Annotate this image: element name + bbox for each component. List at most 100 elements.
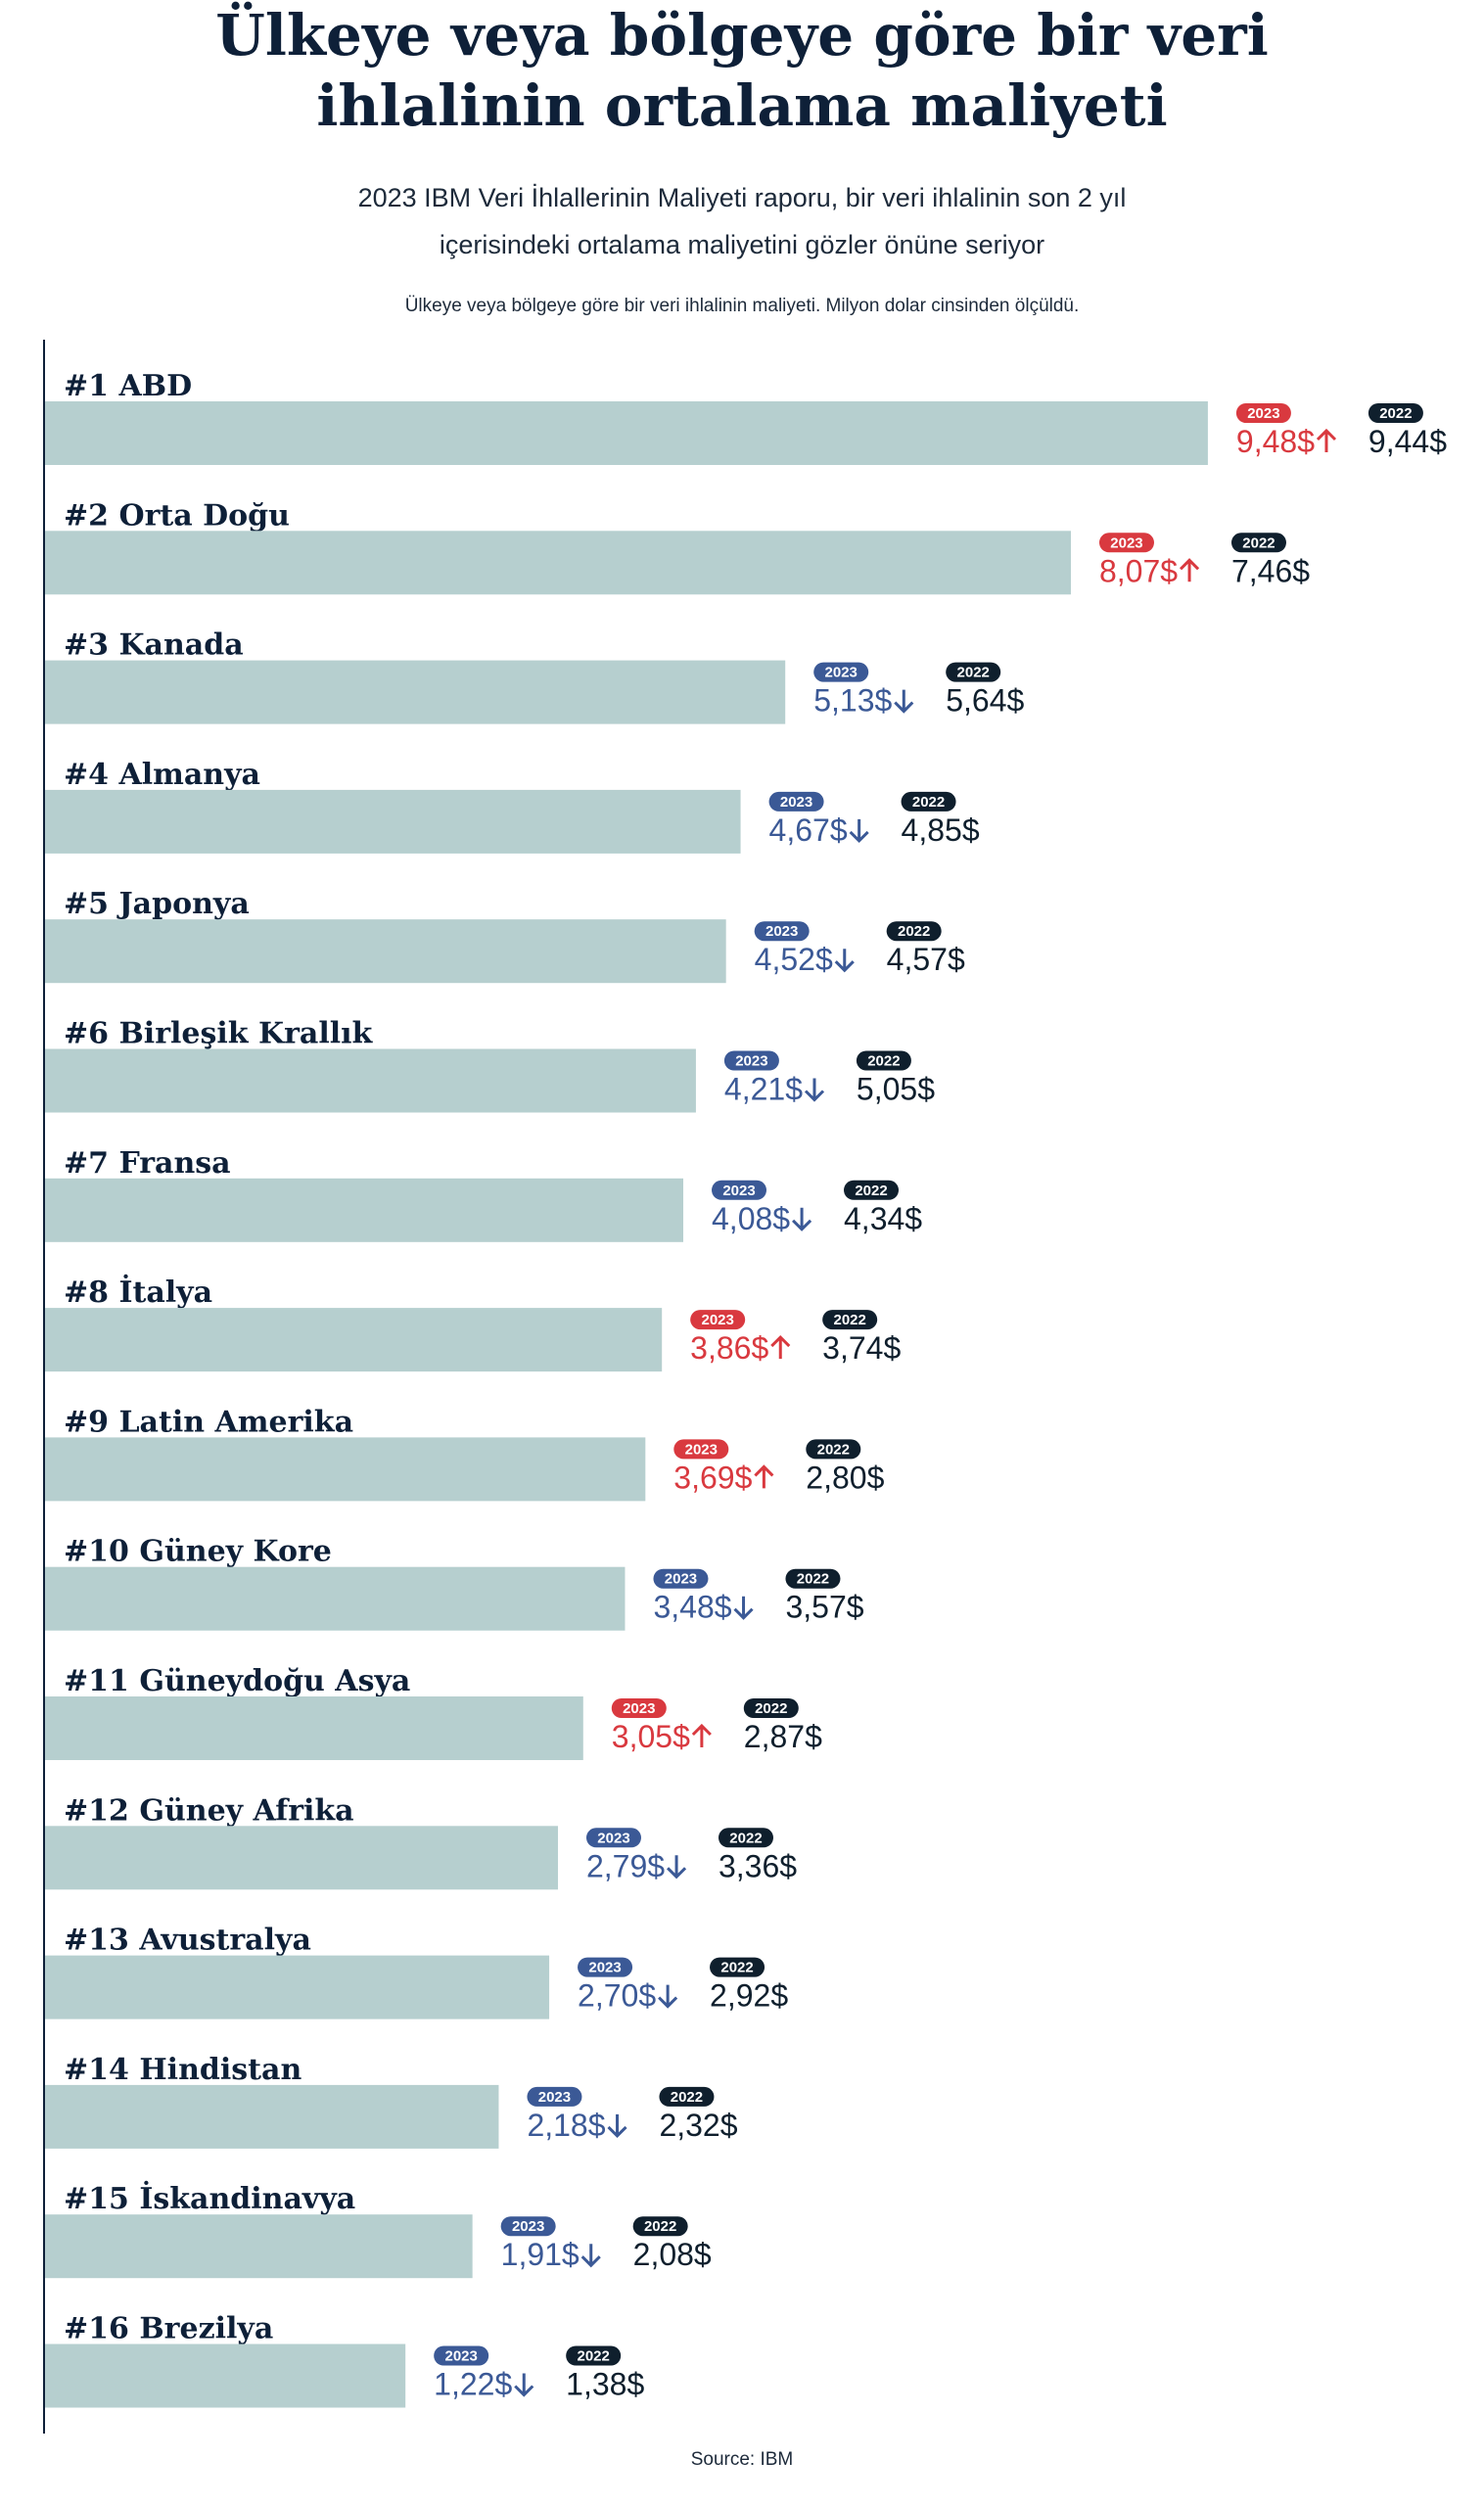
value-label-2023: 3,48$ (653, 1590, 731, 1625)
year-badge-label: 2023 (722, 1183, 755, 1199)
year-badge (946, 662, 1001, 682)
year-badge (653, 1568, 709, 1589)
title-block: Ülkeye veya bölgeye göre bir veri ihlali… (0, 0, 1484, 141)
year-badge-label: 2023 (623, 1700, 655, 1717)
bar (45, 2084, 499, 2149)
year-badge (813, 662, 869, 682)
value-label-2023: 3,69$ (673, 1460, 752, 1495)
value-label-2023: 5,13$ (813, 683, 892, 719)
row-label: #16 Brezilya (64, 2312, 273, 2346)
bar (45, 1178, 684, 1242)
chart-subtitle: 2023 IBM Veri İhlallerinin Maliyeti rapo… (357, 183, 1127, 259)
value-label-2022: 3,74$ (822, 1330, 901, 1366)
trend-arrow (1316, 428, 1337, 452)
bar (45, 401, 1208, 465)
year-badge (768, 791, 824, 812)
value-label-2022: 7,46$ (1231, 553, 1310, 588)
year-badge (1230, 533, 1286, 553)
year-badge-label: 2023 (512, 2218, 544, 2235)
value-label-2022: 9,44$ (1368, 424, 1447, 459)
year-badge (632, 2216, 688, 2237)
year-badge-label: 2023 (780, 794, 812, 811)
value-label-2022: 2,08$ (633, 2237, 712, 2272)
year-badge-label: 2022 (671, 2089, 703, 2106)
year-badge (886, 921, 942, 942)
row-label: #9 Latin Amerika (64, 1405, 353, 1439)
chart-title: Ülkeye veya bölgeye göre bir veri ihlali… (215, 2, 1269, 139)
year-badge-label: 2022 (577, 2348, 609, 2365)
trend-arrow (792, 1207, 812, 1231)
year-badge (434, 2345, 489, 2366)
value-label-2023: 1,22$ (434, 2367, 512, 2402)
year-badge-label: 2023 (825, 665, 858, 681)
bar (45, 2214, 473, 2279)
trend-arrow (804, 1078, 825, 1102)
year-badge-label: 2023 (444, 2348, 477, 2365)
trend-arrow (733, 1596, 754, 1620)
bar (45, 1826, 558, 1890)
year-badge (822, 1310, 878, 1330)
value-label-2022: 4,57$ (887, 942, 965, 977)
value-label-2023: 2,18$ (527, 2108, 605, 2143)
year-badge (611, 1698, 667, 1718)
trend-arrow (691, 1723, 712, 1747)
value-label-2022: 2,80$ (806, 1460, 884, 1495)
year-badge-label: 2022 (817, 1441, 850, 1458)
year-badge-label: 2023 (538, 2089, 571, 2106)
year-badge (856, 1050, 911, 1071)
year-badge-label: 2022 (1379, 405, 1412, 422)
trend-arrow (834, 949, 855, 973)
value-label-2022: 5,64$ (946, 683, 1024, 719)
row-label: #6 Birleşik Krallık (64, 1017, 374, 1051)
year-badge (901, 791, 956, 812)
value-label-2023: 2,79$ (586, 1848, 665, 1883)
trend-arrow (849, 818, 869, 844)
year-badge (585, 1828, 641, 1848)
value-label-2023: 1,91$ (501, 2237, 580, 2272)
trend-arrow (894, 689, 914, 714)
year-badge-label: 2022 (833, 1312, 865, 1328)
bar (45, 1308, 663, 1372)
year-badge-label: 2023 (665, 1571, 697, 1588)
year-badge-label: 2023 (597, 1830, 629, 1846)
year-badge-label: 2023 (588, 1960, 621, 1976)
year-badge (1368, 403, 1423, 423)
row-label: #14 Hindistan (64, 2053, 301, 2087)
year-badge (844, 1180, 900, 1200)
row-label: #7 Fransa (64, 1146, 231, 1181)
year-badge-label: 2023 (701, 1312, 733, 1328)
year-badge-label: 2023 (765, 923, 798, 940)
bar (45, 1437, 646, 1502)
row-label: #13 Avustralya (64, 1924, 311, 1958)
year-badge (785, 1568, 841, 1589)
year-badge-label: 2023 (735, 1053, 767, 1070)
row-label: #8 İtalya (64, 1274, 212, 1310)
value-label-2022: 4,85$ (902, 812, 980, 848)
value-label-2023: 2,70$ (578, 1978, 656, 2014)
value-label-2022: 4,34$ (844, 1201, 922, 1236)
bar (45, 789, 741, 854)
year-badge (673, 1439, 729, 1460)
row-label: #11 Güneydoğu Asya (64, 1664, 410, 1698)
row-label: #4 Almanya (64, 758, 260, 792)
year-badge-label: 2022 (855, 1183, 887, 1199)
value-label-2023: 8,07$ (1099, 553, 1178, 588)
year-badge (659, 2086, 715, 2107)
trend-arrow (658, 1984, 678, 2009)
bar (45, 1566, 626, 1631)
trend-arrow (580, 2244, 601, 2268)
value-label-2023: 9,48$ (1236, 424, 1315, 459)
year-badge-label: 2023 (685, 1441, 718, 1458)
year-badge (1235, 403, 1291, 423)
bar (45, 2344, 406, 2408)
subtitle-block: 2023 IBM Veri İhlallerinin Maliyeti rapo… (0, 174, 1484, 268)
year-badge-label: 2022 (720, 1960, 753, 1976)
value-label-2023: 4,67$ (769, 812, 848, 848)
value-label-2022: 1,38$ (566, 2367, 644, 2402)
trend-arrow (667, 1855, 687, 1880)
value-label-2023: 4,52$ (755, 942, 833, 977)
year-badge-label: 2022 (644, 2218, 676, 2235)
year-badge-label: 2022 (898, 923, 930, 940)
value-label-2023: 3,86$ (690, 1330, 768, 1366)
